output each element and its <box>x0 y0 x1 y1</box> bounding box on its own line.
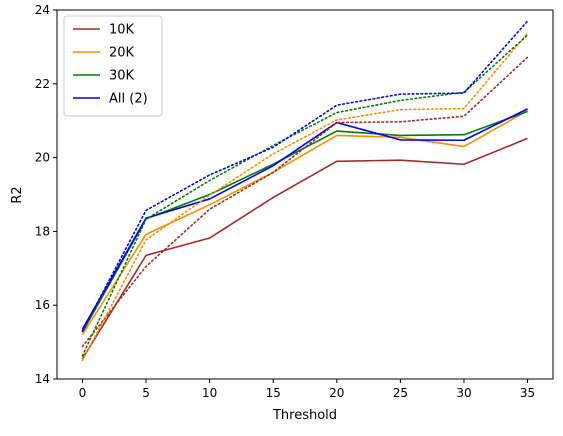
series-line-solid-0 <box>81 137 528 360</box>
legend-label: 30K <box>109 69 135 84</box>
x-tick-label: 15 <box>266 386 281 400</box>
x-axis-label: Threshold <box>272 408 337 423</box>
legend-box <box>63 15 163 117</box>
series-line-dotted-4 <box>81 56 529 348</box>
legend-label: All (2) <box>109 92 148 107</box>
series-line-solid-1 <box>81 110 528 336</box>
y-axis: 14 16 18 20 22 24 <box>35 3 57 386</box>
y-tick-label: 24 <box>35 3 50 17</box>
x-tick-label: 25 <box>393 386 408 400</box>
plot-frame <box>56 9 554 380</box>
legend-label: 10K <box>109 23 135 38</box>
legend: 10K 20K 30K All (2) <box>63 15 163 117</box>
series-layer <box>81 20 529 362</box>
y-tick-label: 14 <box>35 372 50 386</box>
y-tick-label: 20 <box>35 151 50 165</box>
series-line-dotted-5 <box>81 32 529 362</box>
y-axis-label: R2 <box>10 186 25 203</box>
x-tick-label: 0 <box>79 386 87 400</box>
x-tick-label: 35 <box>520 386 535 400</box>
x-axis: 0 5 10 15 20 25 30 35 <box>79 379 535 400</box>
series-line-dotted-7 <box>81 20 529 332</box>
y-tick-label: 16 <box>35 298 50 312</box>
series-line-solid-3 <box>81 108 528 330</box>
x-tick-label: 5 <box>142 386 150 400</box>
x-tick-label: 30 <box>456 386 471 400</box>
legend-label: 20K <box>109 46 135 61</box>
x-tick-label: 20 <box>329 386 344 400</box>
y-tick-label: 22 <box>35 77 50 91</box>
x-tick-label: 10 <box>202 386 217 400</box>
y-tick-label: 18 <box>35 224 50 238</box>
series-line-dotted-6 <box>81 34 529 357</box>
